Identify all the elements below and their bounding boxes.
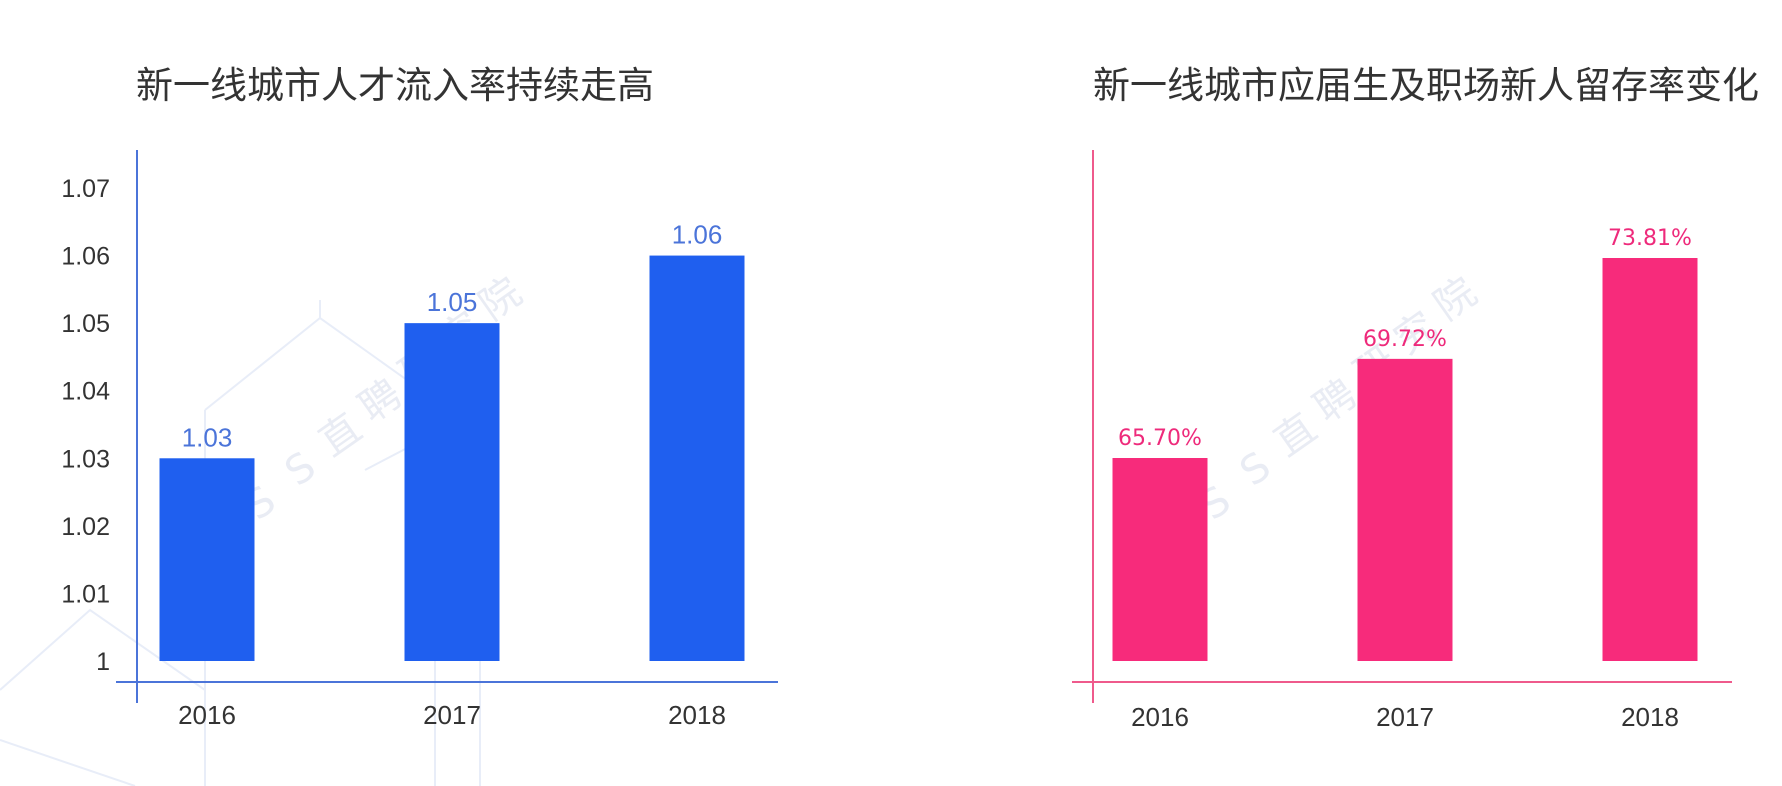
value-label: 69.72% bbox=[1363, 327, 1447, 352]
x-tick-label: 2016 bbox=[178, 700, 236, 730]
x-tick-label: 2018 bbox=[668, 700, 726, 730]
value-label: 1.06 bbox=[672, 220, 723, 250]
chart-title: 新一线城市应届生及职场新人留存率变化 bbox=[1093, 64, 1759, 107]
value-label: 1.03 bbox=[182, 422, 233, 452]
value-label: 1.05 bbox=[427, 287, 478, 317]
watermark-char: S bbox=[1232, 443, 1279, 495]
watermark-char: 院 bbox=[471, 269, 530, 330]
value-label: 73.81% bbox=[1608, 226, 1692, 251]
bar-2017 bbox=[404, 323, 500, 661]
value-labels: 1.03 1.05 1.06 bbox=[182, 220, 723, 453]
bar-2016 bbox=[1112, 458, 1208, 661]
y-tick-label: 1.05 bbox=[61, 310, 110, 338]
watermark-char: 直 bbox=[311, 405, 370, 466]
bar-2018 bbox=[1602, 258, 1698, 661]
x-tick-label: 2017 bbox=[423, 700, 481, 730]
y-tick-label: 1.03 bbox=[61, 445, 110, 473]
y-tick-label: 1.01 bbox=[61, 580, 110, 608]
x-tick-label: 2016 bbox=[1131, 702, 1189, 732]
bar-2016 bbox=[159, 458, 255, 661]
bar-2018 bbox=[649, 255, 745, 662]
chart-retention-rate: 新一线城市应届生及职场新人留存率变化 65.70% 69.72% 73.81% 20… bbox=[1072, 64, 1759, 732]
y-tick-label: 1 bbox=[96, 648, 110, 676]
watermark-char: 聘 bbox=[1306, 371, 1365, 432]
chart-axes bbox=[1072, 150, 1732, 703]
watermark-char: 聘 bbox=[351, 371, 410, 432]
y-tick-label: 1.04 bbox=[61, 378, 110, 406]
value-labels: 65.70% 69.72% 73.81% bbox=[1118, 226, 1692, 451]
bar-2017 bbox=[1357, 358, 1453, 661]
value-label: 65.70% bbox=[1118, 426, 1202, 451]
watermark-char: S bbox=[277, 443, 324, 495]
y-tick-label: 1.06 bbox=[61, 243, 110, 271]
x-tick-labels: 2016 2017 2018 bbox=[1131, 702, 1679, 732]
chart-talent-inflow: 新一线城市人才流入率持续走高 1 1.01 1.02 1.03 1.04 1.05 1.06… bbox=[61, 64, 778, 730]
chart-axes bbox=[116, 150, 778, 703]
watermark-char: 直 bbox=[1266, 405, 1325, 466]
chart-title: 新一线城市人才流入率持续走高 bbox=[136, 64, 654, 107]
y-tick-label: 1.07 bbox=[61, 175, 110, 203]
x-tick-label: 2017 bbox=[1376, 702, 1434, 732]
bars bbox=[1112, 258, 1698, 661]
x-tick-label: 2018 bbox=[1621, 702, 1679, 732]
x-tick-labels: 2016 2017 2018 bbox=[178, 700, 726, 730]
y-tick-label: 1.02 bbox=[61, 513, 110, 541]
bars bbox=[159, 255, 745, 662]
watermark-char: 院 bbox=[1426, 269, 1485, 330]
y-tick-labels: 1 1.01 1.02 1.03 1.04 1.05 1.06 1.07 bbox=[61, 175, 110, 676]
